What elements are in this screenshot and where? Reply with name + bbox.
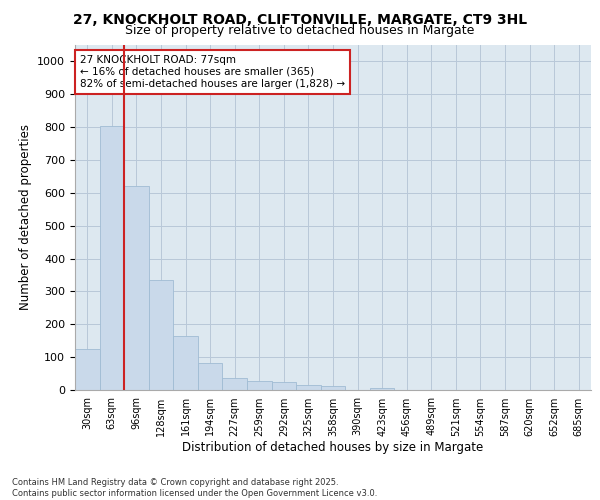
Text: Contains HM Land Registry data © Crown copyright and database right 2025.
Contai: Contains HM Land Registry data © Crown c… xyxy=(12,478,377,498)
Text: Size of property relative to detached houses in Margate: Size of property relative to detached ho… xyxy=(125,24,475,37)
Bar xyxy=(223,378,247,390)
Text: 27 KNOCKHOLT ROAD: 77sqm
← 16% of detached houses are smaller (365)
82% of semi-: 27 KNOCKHOLT ROAD: 77sqm ← 16% of detach… xyxy=(80,56,345,88)
Bar xyxy=(100,126,124,390)
Bar xyxy=(296,384,321,390)
Text: 27, KNOCKHOLT ROAD, CLIFTONVILLE, MARGATE, CT9 3HL: 27, KNOCKHOLT ROAD, CLIFTONVILLE, MARGAT… xyxy=(73,12,527,26)
Bar xyxy=(149,280,173,390)
Bar xyxy=(198,363,223,390)
X-axis label: Distribution of detached houses by size in Margate: Distribution of detached houses by size … xyxy=(182,442,484,454)
Bar xyxy=(321,386,345,390)
Bar xyxy=(75,349,100,390)
Bar xyxy=(370,388,394,390)
Y-axis label: Number of detached properties: Number of detached properties xyxy=(19,124,32,310)
Bar xyxy=(124,186,149,390)
Bar xyxy=(173,336,198,390)
Bar xyxy=(247,381,272,390)
Bar xyxy=(272,382,296,390)
